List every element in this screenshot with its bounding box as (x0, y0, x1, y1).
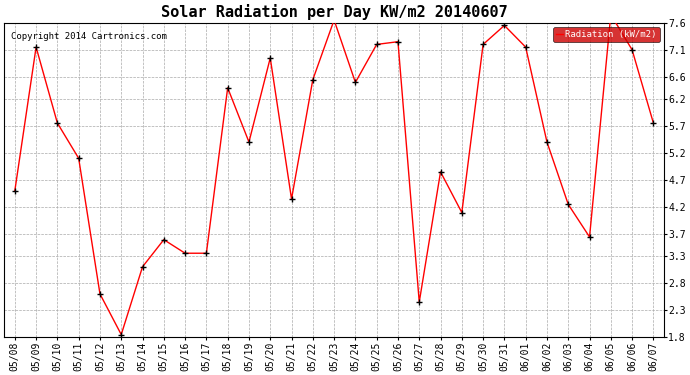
Title: Solar Radiation per Day KW/m2 20140607: Solar Radiation per Day KW/m2 20140607 (161, 4, 507, 20)
Text: Copyright 2014 Cartronics.com: Copyright 2014 Cartronics.com (11, 32, 167, 41)
Legend: Radiation (kW/m2): Radiation (kW/m2) (553, 27, 660, 42)
